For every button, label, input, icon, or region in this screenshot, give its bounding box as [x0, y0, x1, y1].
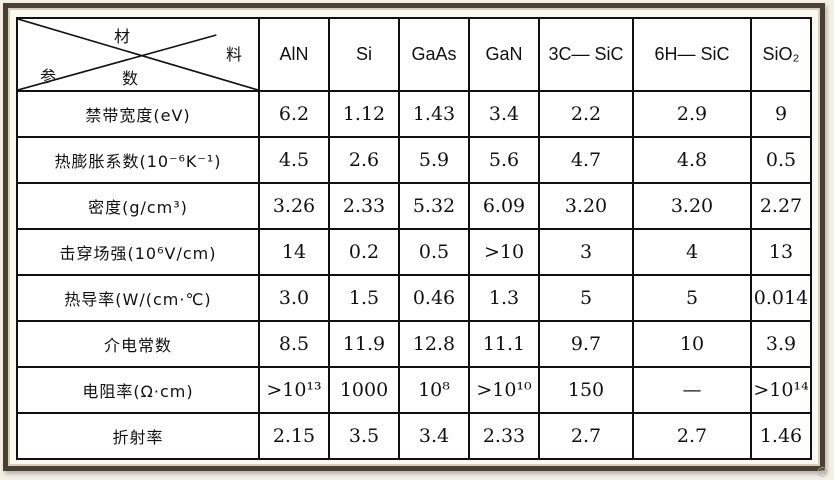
- value-cell: 2.15: [258, 412, 330, 460]
- param-label: 禁带宽度(eV): [16, 90, 260, 138]
- value-cell: 3.20: [538, 182, 634, 230]
- diagonal-lines: [19, 20, 257, 89]
- value-cell: 1.43: [398, 90, 470, 138]
- value-cell: —: [632, 366, 752, 414]
- table-wrapper: 材 料 参 数 AlN Si GaAs GaN 3C— SiC 6H— SiC …: [16, 17, 812, 460]
- value-cell: 2.7: [632, 412, 752, 460]
- value-cell: >10¹⁰: [468, 366, 540, 414]
- table-frame: 材 料 参 数 AlN Si GaAs GaN 3C— SiC 6H— SiC …: [3, 3, 825, 471]
- value-cell: 0.014: [750, 274, 812, 322]
- value-cell: 5.32: [398, 182, 470, 230]
- header-row: 材 料 参 数 AlN Si GaAs GaN 3C— SiC 6H— SiC …: [16, 17, 812, 92]
- value-cell: 2.33: [468, 412, 540, 460]
- value-cell: 10⁸: [398, 366, 470, 414]
- param-label: 介电常数: [16, 320, 260, 368]
- value-cell: 2.6: [328, 136, 400, 184]
- value-cell: >10: [468, 228, 540, 276]
- value-cell: 3.0: [258, 274, 330, 322]
- material-header: AlN: [258, 17, 330, 92]
- value-cell: 3.4: [398, 412, 470, 460]
- material-header: 3C— SiC: [538, 17, 634, 92]
- value-cell: 4.5: [258, 136, 330, 184]
- value-cell: 3.5: [328, 412, 400, 460]
- value-cell: 5.6: [468, 136, 540, 184]
- value-cell: 12.8: [398, 320, 470, 368]
- param-label: 电阻率(Ω·cm): [16, 366, 260, 414]
- material-header: GaAs: [398, 17, 470, 92]
- corner-param-label-1: 参: [40, 67, 57, 86]
- value-cell: 11.1: [468, 320, 540, 368]
- value-cell: 1000: [328, 366, 400, 414]
- value-cell: 0.46: [398, 274, 470, 322]
- param-label: 击穿场强(10⁶V/cm): [16, 228, 260, 276]
- value-cell: 1.5: [328, 274, 400, 322]
- value-cell: 6.09: [468, 182, 540, 230]
- value-cell: 1.3: [468, 274, 540, 322]
- value-cell: 2.33: [328, 182, 400, 230]
- value-cell: 3.9: [750, 320, 812, 368]
- table-row: 密度(g/cm³) 3.26 2.33 5.32 6.09 3.20 3.20 …: [16, 182, 812, 230]
- value-cell: 9.7: [538, 320, 634, 368]
- value-cell: 13: [750, 228, 812, 276]
- value-cell: 5: [538, 274, 634, 322]
- table-row: 折射率 2.15 3.5 3.4 2.33 2.7 2.7 1.46: [16, 412, 812, 460]
- material-header: Si: [328, 17, 400, 92]
- value-cell: 0.5: [750, 136, 812, 184]
- watermark: @: [817, 465, 828, 478]
- material-header: SiO₂: [750, 17, 812, 92]
- value-cell: 2.9: [632, 90, 752, 138]
- value-cell: 9: [750, 90, 812, 138]
- value-cell: 3.4: [468, 90, 540, 138]
- value-cell: 10: [632, 320, 752, 368]
- table-row: 电阻率(Ω·cm) >10¹³ 1000 10⁸ >10¹⁰ 150 — >10…: [16, 366, 812, 414]
- value-cell: 8.5: [258, 320, 330, 368]
- value-cell: 1.46: [750, 412, 812, 460]
- value-cell: 5: [632, 274, 752, 322]
- value-cell: 4.8: [632, 136, 752, 184]
- corner-param-label-2: 数: [122, 69, 139, 88]
- table-row: 击穿场强(10⁶V/cm) 14 0.2 0.5 >10 3 4 13: [16, 228, 812, 276]
- value-cell: 3.20: [632, 182, 752, 230]
- table-row: 禁带宽度(eV) 6.2 1.12 1.43 3.4 2.2 2.9 9: [16, 90, 812, 138]
- value-cell: 0.2: [328, 228, 400, 276]
- corner-material-label-1: 材: [114, 27, 131, 46]
- value-cell: 2.7: [538, 412, 634, 460]
- corner-header-cell: 材 料 参 数: [16, 17, 260, 92]
- value-cell: 3: [538, 228, 634, 276]
- value-cell: 150: [538, 366, 634, 414]
- table-row: 热导率(W/(cm·℃) 3.0 1.5 0.46 1.3 5 5 0.014: [16, 274, 812, 322]
- material-header: GaN: [468, 17, 540, 92]
- param-label: 热导率(W/(cm·℃): [16, 274, 260, 322]
- value-cell: 3.26: [258, 182, 330, 230]
- table-row: 介电常数 8.5 11.9 12.8 11.1 9.7 10 3.9: [16, 320, 812, 368]
- param-label: 密度(g/cm³): [16, 182, 260, 230]
- value-cell: 4.7: [538, 136, 634, 184]
- corner-material-label-2: 料: [226, 45, 243, 64]
- value-cell: 2.27: [750, 182, 812, 230]
- value-cell: 2.2: [538, 90, 634, 138]
- value-cell: 4: [632, 228, 752, 276]
- value-cell: >10¹⁴: [750, 366, 812, 414]
- value-cell: 1.12: [328, 90, 400, 138]
- table-row: 热膨胀系数(10⁻⁶K⁻¹) 4.5 2.6 5.9 5.6 4.7 4.8 0…: [16, 136, 812, 184]
- value-cell: 5.9: [398, 136, 470, 184]
- param-label: 折射率: [16, 412, 260, 460]
- value-cell: 11.9: [328, 320, 400, 368]
- value-cell: 14: [258, 228, 330, 276]
- value-cell: >10¹³: [258, 366, 330, 414]
- value-cell: 6.2: [258, 90, 330, 138]
- material-properties-table: 材 料 参 数 AlN Si GaAs GaN 3C— SiC 6H— SiC …: [16, 17, 812, 460]
- material-header: 6H— SiC: [632, 17, 752, 92]
- value-cell: 0.5: [398, 228, 470, 276]
- param-label: 热膨胀系数(10⁻⁶K⁻¹): [16, 136, 260, 184]
